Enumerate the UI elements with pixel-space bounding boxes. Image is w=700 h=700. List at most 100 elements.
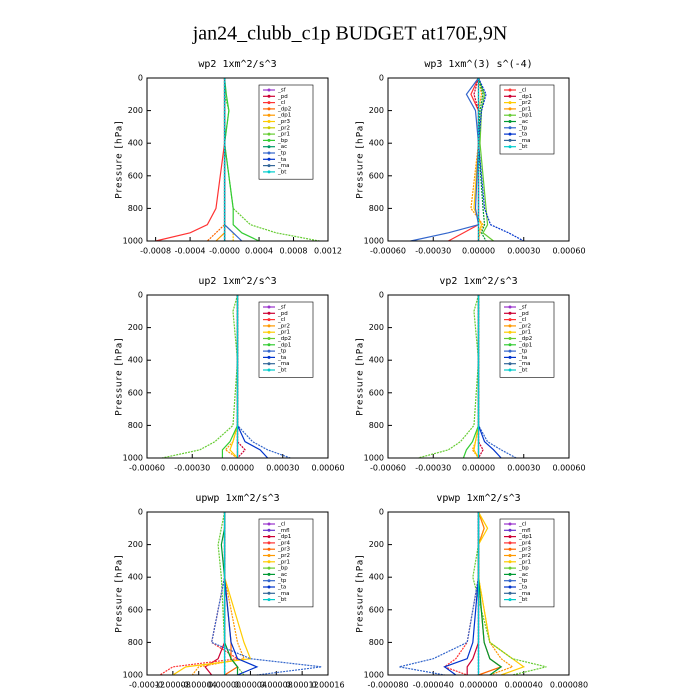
legend-label: _pd — [277, 94, 288, 100]
profile-line — [155, 78, 226, 242]
x-tick-label: -0.00060 — [370, 247, 406, 256]
legend-marker — [267, 343, 271, 347]
legend-marker — [508, 94, 512, 98]
legend-label: _dp1 — [277, 534, 291, 540]
legend-label: _pr2 — [277, 125, 290, 131]
legend-label: _bp — [518, 566, 529, 572]
legend-label: _pr2 — [518, 100, 531, 106]
legend-marker — [267, 113, 271, 117]
x-tick-label: -0.0004 — [175, 247, 206, 256]
legend-label: _ta — [518, 132, 527, 138]
legend-label: _tp — [277, 151, 287, 157]
legend-label: _ma — [277, 591, 289, 597]
y-tick-label: 200 — [128, 540, 143, 549]
legend-label: _ma — [277, 163, 289, 169]
legend-label: _pr3 — [277, 119, 291, 125]
legend-label: _tp — [518, 125, 528, 131]
y-tick-label: 800 — [128, 638, 143, 647]
legend-marker — [267, 579, 271, 583]
legend-marker — [508, 126, 512, 130]
legend-marker — [267, 305, 271, 309]
legend-marker — [508, 324, 512, 328]
legend-label: _bp1 — [518, 113, 532, 119]
profile-line — [462, 295, 480, 459]
legend-label: _tp — [518, 349, 528, 355]
legend-marker — [267, 349, 271, 353]
legend-marker — [267, 535, 271, 539]
y-tick-label: 800 — [369, 204, 384, 213]
y-tick-label: 200 — [369, 323, 384, 332]
y-tick-label: 800 — [369, 421, 384, 430]
plot-frame — [146, 294, 329, 459]
legend-label: _bt — [277, 169, 287, 175]
plot-frame — [387, 511, 570, 676]
legend-marker — [508, 591, 512, 595]
legend-label: _ac — [518, 119, 528, 125]
legend-label: _sf — [277, 305, 287, 311]
x-tick-label: 0.00060 — [311, 464, 344, 473]
plot-frame — [146, 77, 329, 242]
x-tick-label: -0.000080 — [367, 681, 408, 690]
y-tick-label: 400 — [128, 573, 143, 582]
legend-marker — [267, 522, 271, 526]
x-tick-label: -0.00060 — [370, 464, 406, 473]
legend-label: _pr1 — [277, 132, 290, 138]
legend-label: _pr1 — [518, 330, 531, 336]
panel-title: upwp 1xm^2/s^3 — [195, 493, 279, 504]
panel: vp2 1xm^2/s^3 Pressure [hPa] 0 200 400 600 800… — [356, 276, 586, 473]
legend-marker — [508, 107, 512, 111]
y-tick-label: 800 — [369, 638, 384, 647]
legend-marker — [267, 566, 271, 570]
legend-marker — [267, 101, 271, 105]
legend-label: _sf — [518, 305, 528, 311]
legend-marker — [508, 120, 512, 123]
main-title: jan24_clubb_c1p BUDGET at170E,9N — [192, 23, 508, 45]
panel: vpwp 1xm^2/s^3 Pressure [hPa] 0 200 400 600 80… — [356, 493, 589, 690]
profile-line — [399, 512, 480, 676]
y-axis-label: Pressure [hPa] — [115, 120, 125, 199]
legend-marker — [508, 305, 512, 309]
x-tick-label: 0.00030 — [266, 464, 299, 473]
legend-marker — [508, 560, 512, 564]
profile-line — [477, 77, 525, 242]
profile-line — [477, 77, 494, 242]
legend-marker — [267, 324, 271, 328]
x-tick-label: 0.00030 — [507, 247, 540, 256]
legend-marker — [267, 138, 271, 142]
legend-label: _cl — [518, 88, 527, 94]
y-tick-label: 600 — [128, 171, 143, 180]
legend-marker — [508, 101, 512, 105]
x-tick-label: -0.0000 — [209, 247, 240, 256]
y-tick-label: 600 — [369, 171, 384, 180]
x-tick-label: -0.00030 — [415, 247, 451, 256]
legend-label: _pd — [277, 311, 288, 317]
legend-label: _ta — [277, 157, 286, 163]
legend-label: _dp2 — [277, 106, 291, 112]
legend-label: _tp — [518, 578, 528, 584]
legend-marker — [508, 311, 512, 315]
legend-marker — [267, 554, 271, 557]
legend-marker — [267, 157, 271, 161]
legend-box — [258, 84, 314, 180]
legend-label: _dp2 — [518, 336, 532, 342]
legend-marker — [508, 598, 512, 602]
legend-label: _mfl — [277, 528, 290, 534]
y-tick-label: 1000 — [364, 237, 384, 246]
profile-line — [477, 511, 526, 676]
panel: wp3 1xm^(3) s^(-4) Pressure [hPa] 0 200 400 6… — [356, 59, 586, 256]
y-tick-label: 200 — [128, 106, 143, 115]
legend-marker — [508, 349, 512, 353]
profile-line — [470, 77, 484, 242]
legend-label: _cl — [277, 522, 286, 528]
x-tick-label: -0.00004 — [181, 681, 217, 690]
x-tick-label: 0.0004 — [245, 247, 273, 256]
legend-label: _pr1 — [277, 559, 290, 565]
legend-label: _cl — [277, 100, 286, 106]
legend-label: _bt — [518, 144, 528, 150]
plot-frame — [146, 511, 329, 676]
y-tick-label: 400 — [369, 356, 384, 365]
y-tick-label: 1000 — [123, 454, 143, 463]
panel-title: wp2 1xm^2/s^3 — [198, 59, 276, 70]
y-tick-label: 400 — [369, 573, 384, 582]
legend-label: _pr1 — [277, 330, 290, 336]
